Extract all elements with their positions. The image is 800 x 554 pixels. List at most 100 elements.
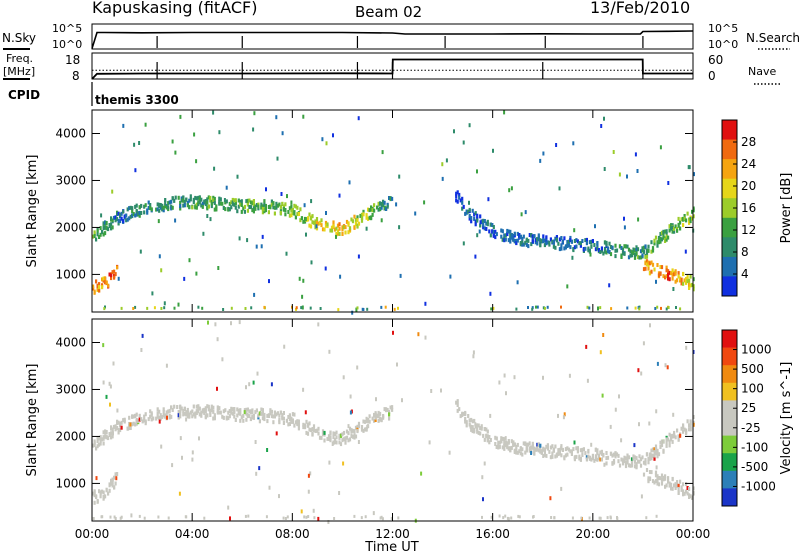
echo-cell [270,409,273,414]
echo-cell [150,417,153,422]
echo-cell [134,213,137,218]
echo-cell [471,208,474,213]
echo-cell [323,430,326,435]
echo-cell [629,463,632,468]
echo-cell [602,333,605,337]
echo-cell [347,431,350,436]
echo-cell [188,414,191,419]
echo-cell [605,461,608,466]
echo-cell [498,380,501,385]
echo-cell [227,416,230,421]
echo-cell [685,345,688,350]
echo-cell [206,197,209,202]
echo-cell [329,431,332,436]
echo-cell [528,233,531,237]
echo-cell [542,234,545,239]
echo-cell [276,203,279,208]
colorbar-segment [722,330,737,348]
echo-cell [102,343,105,348]
echo-cell [579,241,582,246]
echo-cell [481,515,483,519]
echo-cell [128,422,131,426]
echo-cell [558,448,561,453]
echo-cell [562,415,565,420]
echo-cell [650,240,653,245]
echo-cell [347,222,350,227]
echo-cell [471,425,474,430]
echo-cell [644,255,647,260]
echo-cell [671,272,674,277]
echo-cell [632,251,635,256]
echo-cell [575,446,578,451]
echo-cell [548,240,551,245]
echo-cell [500,436,503,441]
echo-cell [101,277,104,282]
echo-cell [290,204,293,209]
echo-cell [530,445,533,450]
echo-cell [356,365,359,370]
echo-cell [659,271,662,276]
echo-cell [558,247,561,252]
echo-cell [476,218,479,223]
echo-cell [255,244,258,249]
echo-cell [179,114,182,119]
echo-cell [98,436,101,441]
echo-cell [674,271,677,276]
echo-cell [156,207,159,212]
echo-cell [691,282,694,287]
echo-cell [275,205,278,210]
echo-cell [180,406,183,411]
echo-cell [543,306,546,310]
echo-cell [111,434,114,439]
echo-cell [687,165,690,170]
echo-cell [558,451,561,456]
echo-cell [609,515,612,519]
echo-cell [365,215,368,220]
echo-cell [101,515,104,519]
echo-cell [689,216,692,221]
echo-cell [380,202,383,206]
echo-cell [96,283,99,288]
echo-cell [483,219,486,223]
echo-cell [275,412,278,417]
echo-cell [284,517,287,520]
echo-cell [671,268,674,273]
echo-cell [391,196,394,201]
echo-cell [342,461,345,466]
echo-cell [114,517,117,520]
echo-cell [665,237,668,242]
echo-cell [500,439,503,444]
echo-cell [581,239,584,243]
echo-cell [126,217,129,222]
echo-cell [516,442,519,447]
echo-cell [633,443,636,448]
echo-cell [297,423,300,428]
echo-cell [608,250,611,254]
echo-cell [160,268,163,273]
echo-cell [651,454,655,458]
echo-cell [618,394,620,399]
echo-cell [218,410,221,415]
echo-cell [123,419,126,424]
echo-cell [219,410,222,415]
echo-cell [162,407,165,412]
echo-cell [206,214,209,218]
echo-cell [290,208,293,213]
echo-cell [203,199,206,204]
echo-cell [543,449,546,453]
echo-cell [564,245,567,250]
echo-cell [456,399,459,404]
echo-cell [198,406,201,411]
echo-cell [201,306,204,310]
echo-cell [572,247,575,251]
echo-cell [518,515,521,519]
echo-cell [670,486,673,491]
echo-cell [664,476,667,481]
echo-cell [512,440,515,445]
echo-cell [135,203,138,208]
echo-cell [606,516,609,520]
echo-cell [238,236,241,241]
echo-cell [96,439,99,444]
echo-cell [258,419,261,424]
echo-cell [354,217,358,222]
